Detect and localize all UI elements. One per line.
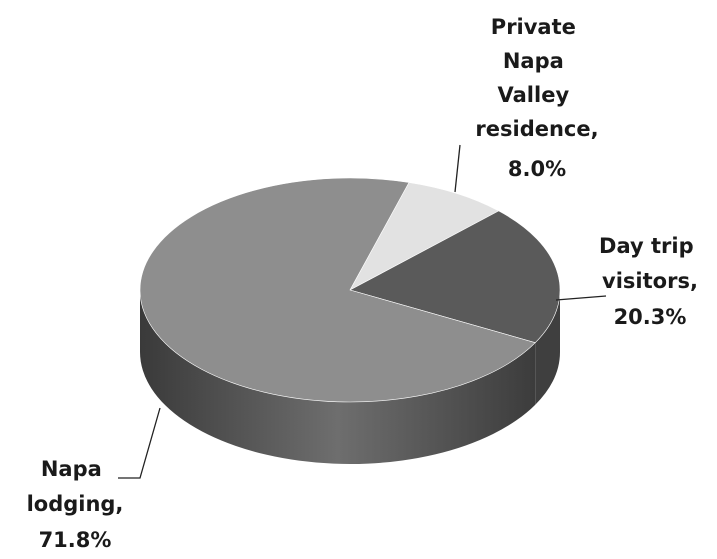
- leader-line: [555, 295, 607, 301]
- pie-tops: [139, 177, 561, 403]
- slice-value-label: 8.0%: [508, 157, 566, 181]
- pie-sides: [140, 290, 560, 464]
- slice-label: Private Napa Valley residence,: [475, 15, 598, 141]
- slice-value-label: 71.8%: [39, 528, 112, 552]
- slice-label: Napa lodging,: [27, 457, 124, 516]
- pie-slice: [349, 210, 561, 344]
- leader-line: [454, 144, 461, 193]
- slice-side: [535, 290, 560, 405]
- pie-slice: [349, 182, 500, 291]
- slice-side: [140, 290, 536, 464]
- leader-line: [118, 407, 161, 479]
- slice-label: Day trip visitors,: [599, 234, 701, 293]
- slice-value-label: 20.3%: [614, 305, 687, 329]
- pie-slice: [139, 177, 536, 403]
